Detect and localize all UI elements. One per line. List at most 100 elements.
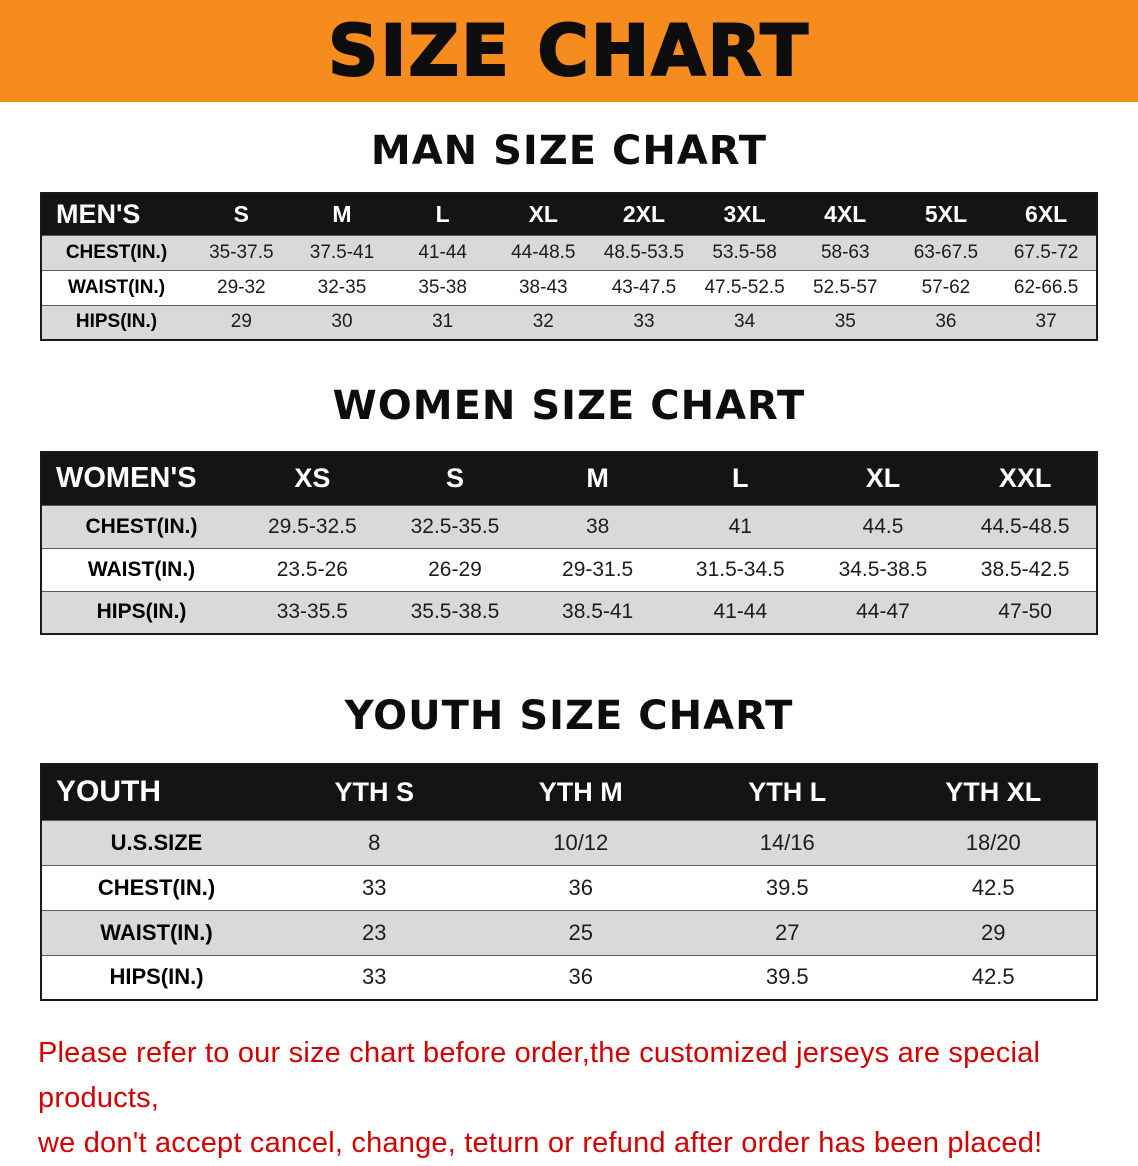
men-header-row: MEN'S S M L XL 2XL 3XL 4XL 5XL 6XL <box>41 193 1097 235</box>
men-value-cell: 67.5-72 <box>996 234 1097 270</box>
youth-row-label: U.S.SIZE <box>41 819 271 865</box>
men-value-cell: 33 <box>593 304 695 340</box>
men-row-label: HIPS(IN.) <box>41 304 191 340</box>
women-value-cell: 26-29 <box>383 547 527 591</box>
men-value-cell: 29 <box>191 304 292 340</box>
youth-measure-row-2: WAIST(IN.) 23 25 27 29 <box>41 909 1097 955</box>
women-value-cell: 33-35.5 <box>241 590 384 634</box>
women-value-cell: 47-50 <box>954 590 1097 634</box>
women-value-cell: 41-44 <box>668 590 812 634</box>
women-size-column-header: L <box>668 452 812 505</box>
women-value-cell: 31.5-34.5 <box>668 547 812 591</box>
women-value-cell: 35.5-38.5 <box>383 590 527 634</box>
men-size-column-header: M <box>291 193 393 235</box>
men-row-label: CHEST(IN.) <box>41 234 191 270</box>
men-size-column-header: S <box>191 193 292 235</box>
men-value-cell: 30 <box>291 304 393 340</box>
women-value-cell: 38.5-41 <box>526 590 669 634</box>
youth-value-cell: 33 <box>271 954 478 1000</box>
men-value-cell: 38-43 <box>492 269 594 305</box>
men-measure-row-1: WAIST(IN.) 29-32 32-35 35-38 38-43 43-47.5 47.… <box>41 269 1097 305</box>
youth-value-cell: 42.5 <box>890 954 1097 1000</box>
page-title: SIZE CHART <box>327 10 811 92</box>
men-value-cell: 57-62 <box>895 269 997 305</box>
youth-heading: YOUTH SIZE CHART <box>344 693 794 739</box>
men-size-column-header: 5XL <box>895 193 997 235</box>
youth-value-cell: 23 <box>271 909 478 955</box>
women-row-label: HIPS(IN.) <box>41 590 241 634</box>
men-value-cell: 36 <box>895 304 997 340</box>
youth-section: YOUTH SIZE CHART YOUTH YTH S YTH M YTH L YTH… <box>0 693 1138 1001</box>
women-value-cell: 23.5-26 <box>241 547 384 591</box>
men-measure-row-2: HIPS(IN.) 29 30 31 32 33 34 35 36 37 <box>41 304 1097 340</box>
youth-row-label: HIPS(IN.) <box>41 954 271 1000</box>
youth-size-column-header: YTH XL <box>890 764 1097 820</box>
women-value-cell: 44-47 <box>811 590 955 634</box>
youth-header-row: YOUTH YTH S YTH M YTH L YTH XL <box>41 764 1097 820</box>
banner: SIZE CHART <box>0 0 1138 102</box>
youth-value-cell: 29 <box>890 909 1097 955</box>
women-size-column-header: M <box>526 452 669 505</box>
men-value-cell: 41-44 <box>392 234 493 270</box>
men-value-cell: 32-35 <box>291 269 393 305</box>
men-table-title: MEN'S <box>41 193 191 235</box>
men-value-cell: 47.5-52.5 <box>694 269 795 305</box>
youth-measure-row-1: CHEST(IN.) 33 36 39.5 42.5 <box>41 864 1097 910</box>
men-value-cell: 37.5-41 <box>291 234 393 270</box>
men-value-cell: 37 <box>996 304 1097 340</box>
women-value-cell: 44.5 <box>811 504 955 548</box>
youth-measure-row-3: HIPS(IN.) 33 36 39.5 42.5 <box>41 954 1097 1000</box>
women-value-cell: 34.5-38.5 <box>811 547 955 591</box>
women-value-cell: 38 <box>526 504 669 548</box>
men-value-cell: 35-37.5 <box>191 234 292 270</box>
women-value-cell: 29.5-32.5 <box>241 504 384 548</box>
women-measure-row-1: WAIST(IN.) 23.5-26 26-29 29-31.5 31.5-34.5 34… <box>41 547 1097 591</box>
youth-value-cell: 27 <box>684 909 891 955</box>
youth-value-cell: 14/16 <box>684 819 891 865</box>
men-value-cell: 52.5-57 <box>794 269 896 305</box>
women-size-column-header: S <box>383 452 527 505</box>
men-value-cell: 34 <box>694 304 795 340</box>
women-measure-row-0: CHEST(IN.) 29.5-32.5 32.5-35.5 38 41 44.5 44.5… <box>41 504 1097 548</box>
men-heading: MAN SIZE CHART <box>370 128 768 174</box>
youth-row-label: WAIST(IN.) <box>41 909 271 955</box>
women-value-cell: 29-31.5 <box>526 547 669 591</box>
men-section: MAN SIZE CHART MEN'S S M L XL 2XL 3XL 4XL 5XL 6XL… <box>0 128 1138 341</box>
youth-value-cell: 36 <box>477 954 684 1000</box>
youth-value-cell: 8 <box>271 819 478 865</box>
youth-value-cell: 18/20 <box>890 819 1097 865</box>
women-row-label: CHEST(IN.) <box>41 504 241 548</box>
men-value-cell: 44-48.5 <box>492 234 594 270</box>
men-value-cell: 43-47.5 <box>593 269 695 305</box>
men-size-column-header: 6XL <box>996 193 1097 235</box>
women-value-cell: 41 <box>668 504 812 548</box>
men-value-cell: 58-63 <box>794 234 896 270</box>
men-size-column-header: 2XL <box>593 193 695 235</box>
men-row-label: WAIST(IN.) <box>41 269 191 305</box>
youth-value-cell: 10/12 <box>477 819 684 865</box>
men-value-cell: 35-38 <box>392 269 493 305</box>
men-size-column-header: L <box>392 193 493 235</box>
youth-size-column-header: YTH M <box>477 764 684 820</box>
men-value-cell: 48.5-53.5 <box>593 234 695 270</box>
women-size-table: WOMEN'S XS S M L XL XXL CHEST(IN.) 29.5-32.5 32.5… <box>40 451 1098 635</box>
women-table-title: WOMEN'S <box>41 452 241 505</box>
youth-measure-row-0: U.S.SIZE 8 10/12 14/16 18/20 <box>41 819 1097 865</box>
youth-size-table: YOUTH YTH S YTH M YTH L YTH XL U.S.SIZE 8 10/12… <box>40 763 1098 1001</box>
women-section: WOMEN SIZE CHART WOMEN'S XS S M L XL XXL CHEST(… <box>0 383 1138 635</box>
disclaimer-line-1: Please refer to our size chart before or… <box>38 1037 1041 1114</box>
youth-size-column-header: YTH S <box>271 764 478 820</box>
women-heading: WOMEN SIZE CHART <box>332 383 806 429</box>
men-measure-row-0: CHEST(IN.) 35-37.5 37.5-41 41-44 44-48.5 48.5… <box>41 234 1097 270</box>
youth-row-label: CHEST(IN.) <box>41 864 271 910</box>
women-size-column-header: XL <box>811 452 955 505</box>
men-size-column-header: 4XL <box>794 193 896 235</box>
youth-value-cell: 25 <box>477 909 684 955</box>
youth-table-title: YOUTH <box>41 764 271 820</box>
youth-value-cell: 39.5 <box>684 954 891 1000</box>
men-value-cell: 32 <box>492 304 594 340</box>
women-size-column-header: XS <box>241 452 384 505</box>
women-value-cell: 44.5-48.5 <box>954 504 1097 548</box>
youth-value-cell: 39.5 <box>684 864 891 910</box>
